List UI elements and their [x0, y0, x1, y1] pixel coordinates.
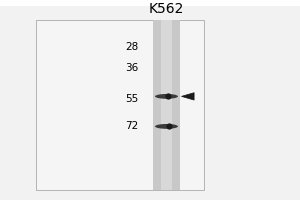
Bar	[153, 108, 180, 111]
Bar	[153, 111, 180, 114]
Bar	[153, 26, 180, 28]
Bar	[153, 114, 180, 116]
Ellipse shape	[155, 124, 178, 129]
Bar	[153, 119, 180, 122]
Bar	[153, 31, 180, 34]
Bar	[153, 62, 180, 65]
Bar	[153, 94, 180, 97]
Bar	[153, 173, 180, 176]
Bar	[153, 82, 180, 85]
Bar	[153, 91, 180, 94]
Bar	[153, 60, 180, 62]
Bar	[153, 102, 180, 105]
Bar	[153, 71, 180, 74]
Bar	[153, 20, 180, 23]
Bar	[153, 136, 180, 139]
Bar	[153, 122, 180, 125]
Bar	[153, 80, 180, 82]
Bar	[153, 57, 180, 60]
Bar	[153, 142, 180, 145]
Polygon shape	[182, 93, 194, 100]
Bar	[153, 153, 180, 156]
Bar	[153, 54, 180, 57]
Bar	[153, 179, 180, 182]
Bar	[153, 185, 180, 187]
Bar	[153, 65, 180, 68]
Text: 55: 55	[125, 94, 138, 104]
Bar	[153, 128, 180, 131]
Bar	[153, 168, 180, 170]
Ellipse shape	[155, 94, 178, 99]
Text: 28: 28	[125, 42, 138, 52]
Bar	[153, 43, 180, 45]
Bar	[153, 170, 180, 173]
Bar	[153, 85, 180, 88]
Bar	[36, 20, 204, 190]
Bar	[153, 176, 180, 179]
Bar	[153, 125, 180, 128]
Bar	[153, 37, 180, 40]
Bar	[153, 145, 180, 148]
Bar	[153, 23, 180, 26]
Bar	[153, 99, 180, 102]
Bar	[153, 28, 180, 31]
Text: 72: 72	[125, 121, 138, 131]
Bar	[153, 48, 180, 51]
Bar	[153, 116, 180, 119]
Bar	[153, 131, 180, 133]
Bar	[153, 74, 180, 77]
Bar	[153, 105, 180, 108]
Bar	[153, 156, 180, 159]
Bar	[153, 34, 180, 37]
Bar	[153, 51, 180, 54]
Bar	[153, 88, 180, 91]
Text: 36: 36	[125, 63, 138, 73]
Bar	[153, 187, 180, 190]
Bar	[153, 139, 180, 142]
Bar	[153, 165, 180, 168]
Bar	[153, 97, 180, 99]
Bar	[153, 133, 180, 136]
Bar	[153, 159, 180, 162]
Text: K562: K562	[149, 2, 184, 16]
Bar	[153, 45, 180, 48]
Bar	[153, 151, 180, 153]
Bar	[161, 20, 172, 190]
Bar	[153, 162, 180, 165]
Bar	[153, 182, 180, 185]
Bar	[153, 148, 180, 151]
Bar	[153, 77, 180, 80]
Bar	[153, 68, 180, 71]
Bar	[153, 40, 180, 43]
